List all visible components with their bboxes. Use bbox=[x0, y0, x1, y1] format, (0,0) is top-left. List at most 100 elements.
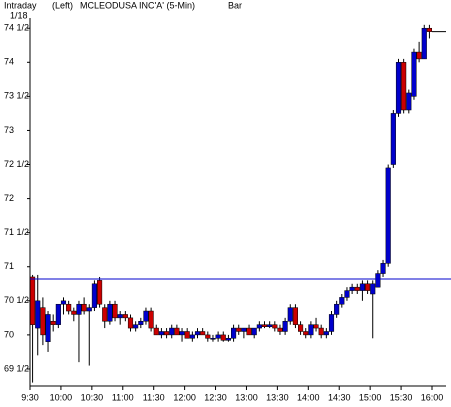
candle-body bbox=[127, 317, 134, 329]
candle-body bbox=[174, 327, 180, 336]
candle-body bbox=[303, 331, 309, 336]
candle-body bbox=[50, 321, 56, 325]
candle-body bbox=[231, 327, 237, 339]
candle-body bbox=[272, 324, 278, 329]
candle-body bbox=[158, 331, 164, 336]
side-label: (Left) bbox=[52, 0, 73, 10]
candle-body bbox=[40, 307, 46, 336]
x-tick-label: 13:00 bbox=[235, 392, 258, 402]
candle-body bbox=[256, 324, 262, 329]
y-tick-label: 71 1/2 bbox=[4, 227, 29, 237]
candle-body bbox=[354, 286, 360, 291]
candle-body bbox=[334, 303, 340, 315]
y-tick-label: 73 bbox=[4, 125, 14, 135]
candle-body bbox=[164, 331, 170, 336]
x-tick-label: 15:30 bbox=[390, 392, 413, 402]
candle-body bbox=[401, 62, 407, 111]
candle-body bbox=[344, 290, 350, 298]
candle-body bbox=[215, 334, 221, 339]
y-tick-label: 69 1/2 bbox=[4, 363, 29, 373]
candle-body bbox=[122, 314, 128, 319]
candle-body bbox=[349, 286, 355, 291]
candle-body bbox=[416, 51, 422, 60]
candle-body bbox=[365, 283, 371, 291]
x-tick-label: 11:30 bbox=[143, 392, 165, 402]
candle-body bbox=[406, 92, 412, 111]
y-tick-label: 74 bbox=[4, 57, 14, 67]
candle-body bbox=[45, 314, 51, 342]
date-label: 1/18 bbox=[10, 10, 28, 20]
y-tick-label: 73 1/2 bbox=[4, 91, 29, 101]
candle-body bbox=[102, 307, 108, 322]
x-tick-label: 11:00 bbox=[112, 392, 134, 402]
x-tick-label: 14:00 bbox=[297, 392, 320, 402]
candle-body bbox=[97, 280, 103, 305]
candle-body bbox=[298, 324, 304, 332]
candle-body bbox=[267, 324, 273, 327]
candle-body bbox=[359, 283, 365, 291]
candle-body bbox=[308, 324, 314, 336]
y-tick-label: 72 1/2 bbox=[4, 159, 29, 169]
candle-body bbox=[225, 338, 231, 341]
candle-body bbox=[313, 324, 319, 329]
candle-body bbox=[339, 297, 345, 305]
x-tick-label: 10:00 bbox=[50, 392, 73, 402]
candle-body bbox=[81, 303, 87, 312]
y-tick-label: 72 bbox=[4, 193, 14, 203]
candle-body bbox=[370, 283, 376, 295]
x-tick-label: 14:30 bbox=[328, 392, 351, 402]
candle-body bbox=[246, 327, 252, 336]
candle-body bbox=[194, 331, 201, 336]
x-tick-label: 15:00 bbox=[359, 392, 382, 402]
x-tick-label: 9:30 bbox=[21, 392, 39, 402]
candle-body bbox=[411, 51, 417, 97]
candle-body bbox=[189, 334, 195, 339]
candle-body bbox=[71, 310, 77, 315]
candle-body bbox=[385, 167, 391, 264]
candle-body bbox=[261, 324, 268, 327]
candle-body bbox=[55, 303, 61, 325]
candle-body bbox=[277, 327, 283, 332]
candle-body bbox=[133, 324, 139, 329]
candle-body bbox=[60, 300, 67, 305]
candle-body bbox=[169, 327, 175, 336]
x-tick-label: 13:30 bbox=[266, 392, 289, 402]
candle-body bbox=[390, 113, 396, 165]
candle-body bbox=[421, 27, 427, 60]
candle-body bbox=[328, 314, 335, 332]
x-tick-label: 12:00 bbox=[173, 392, 196, 402]
candle-body bbox=[282, 321, 288, 332]
candle-body bbox=[138, 321, 144, 325]
candle-body bbox=[380, 263, 386, 274]
x-tick-label: 16:00 bbox=[421, 392, 444, 402]
y-tick-label: 71 bbox=[4, 261, 14, 271]
style-label: Bar bbox=[228, 0, 242, 10]
candle-body bbox=[323, 331, 329, 336]
candle-body bbox=[143, 310, 149, 322]
candle-body bbox=[86, 307, 92, 312]
candle-body bbox=[241, 327, 247, 332]
candle-body bbox=[292, 307, 298, 325]
candle-body bbox=[426, 27, 432, 32]
candle-body bbox=[184, 331, 190, 339]
candle-body bbox=[148, 310, 154, 329]
chart-title: MCLEODUSA INC'A' (5-Min) bbox=[80, 0, 195, 10]
x-tick-label: 10:30 bbox=[81, 392, 104, 402]
candle-body bbox=[205, 334, 211, 339]
candle-body bbox=[117, 314, 123, 319]
candle-body bbox=[179, 331, 185, 336]
candle-body bbox=[395, 62, 402, 114]
candle-body bbox=[287, 307, 293, 322]
y-tick-label: 70 1/2 bbox=[4, 295, 29, 305]
y-tick-label: 74 1/2 bbox=[4, 23, 29, 33]
candle-body bbox=[66, 303, 72, 312]
candle-body bbox=[91, 283, 97, 308]
candle-body bbox=[251, 327, 257, 336]
candle-body bbox=[112, 303, 118, 319]
mode-label: Intraday bbox=[4, 0, 37, 10]
candle-body bbox=[236, 327, 242, 332]
candle-body bbox=[35, 300, 41, 329]
candle-body bbox=[318, 327, 324, 336]
